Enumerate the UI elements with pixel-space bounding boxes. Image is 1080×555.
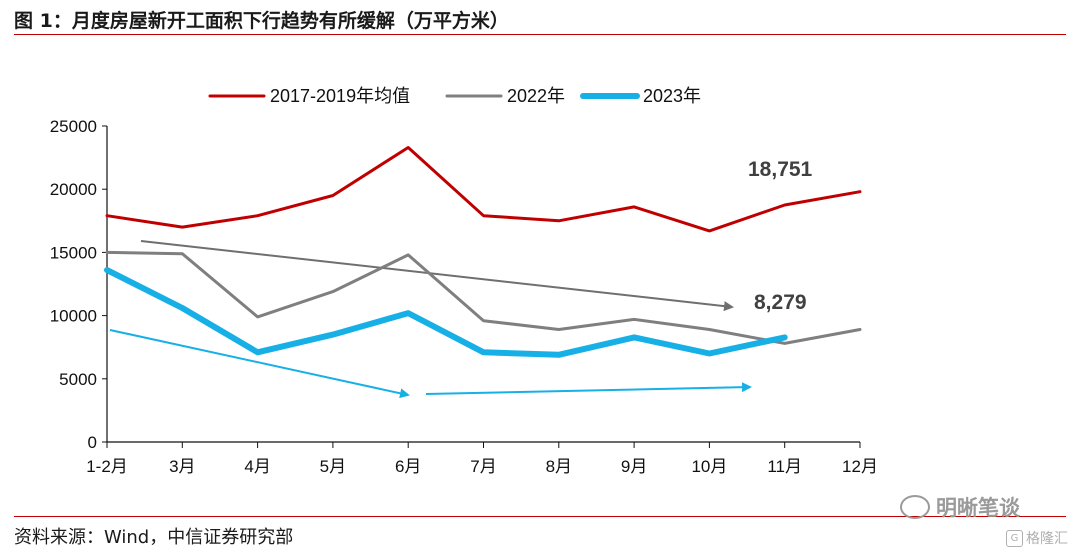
legend-label-0: 2017-2019年均值 bbox=[270, 86, 410, 106]
x-tick-label: 4月 bbox=[244, 457, 270, 476]
chart-legend: 2017-2019年均值 2022年 2023年 bbox=[208, 86, 701, 106]
logo: G 格隆汇 bbox=[1006, 528, 1068, 548]
x-tick-label: 8月 bbox=[546, 457, 572, 476]
x-tick-label: 10月 bbox=[691, 457, 727, 476]
chart-annotations: 18,751 8,279 bbox=[748, 158, 813, 314]
trend-arrows bbox=[109, 240, 752, 399]
trend-arrow-2022 bbox=[140, 240, 734, 312]
series-line-2 bbox=[104, 267, 788, 358]
y-tick-label: 5000 bbox=[59, 370, 97, 389]
watermark: 明晰笔谈 bbox=[900, 492, 1020, 522]
x-tick-label: 1-2月 bbox=[86, 457, 128, 476]
wechat-icon bbox=[900, 495, 930, 519]
chart-title: 图 1：月度房屋新开工面积下行趋势有所缓解（万平方米） bbox=[14, 10, 509, 32]
x-tick-label: 11月 bbox=[767, 457, 802, 476]
source-note: 资料来源：Wind，中信证券研究部 bbox=[14, 527, 294, 548]
x-tick-label: 5月 bbox=[320, 457, 346, 476]
footer-divider bbox=[14, 516, 1066, 517]
annotation-18751: 18,751 bbox=[748, 158, 813, 181]
legend-label-2: 2023年 bbox=[643, 86, 701, 106]
logo-icon: G bbox=[1006, 529, 1023, 547]
logo-text: 格隆汇 bbox=[1026, 531, 1068, 547]
trend-arrow-2023-decline bbox=[109, 329, 410, 399]
y-tick-label: 15000 bbox=[50, 243, 97, 262]
y-tick-label: 20000 bbox=[50, 180, 97, 199]
y-tick-label: 25000 bbox=[50, 117, 97, 136]
annotation-8279: 8,279 bbox=[754, 291, 807, 314]
series-line-0 bbox=[105, 146, 862, 233]
x-tick-label: 3月 bbox=[169, 457, 195, 476]
chart-series bbox=[104, 146, 862, 358]
x-tick-label: 6月 bbox=[395, 457, 421, 476]
series-line-1 bbox=[105, 250, 862, 345]
x-tick-label: 7月 bbox=[470, 457, 496, 476]
trend-arrow-2023-flat bbox=[425, 382, 752, 395]
y-tick-label: 0 bbox=[88, 433, 97, 452]
line-chart: 2017-2019年均值 2022年 2023年 0 5000 10000 15000 20… bbox=[50, 86, 878, 476]
chart-axes: 0 5000 10000 15000 20000 25000 1-2月 3月 4月 5月 6月 7月 8… bbox=[50, 117, 878, 476]
title-divider bbox=[14, 34, 1066, 35]
watermark-text: 明晰笔谈 bbox=[936, 496, 1020, 520]
y-tick-label: 10000 bbox=[50, 307, 97, 326]
x-tick-label: 12月 bbox=[842, 457, 878, 476]
x-tick-label: 9月 bbox=[621, 457, 647, 476]
legend-label-1: 2022年 bbox=[507, 86, 565, 106]
